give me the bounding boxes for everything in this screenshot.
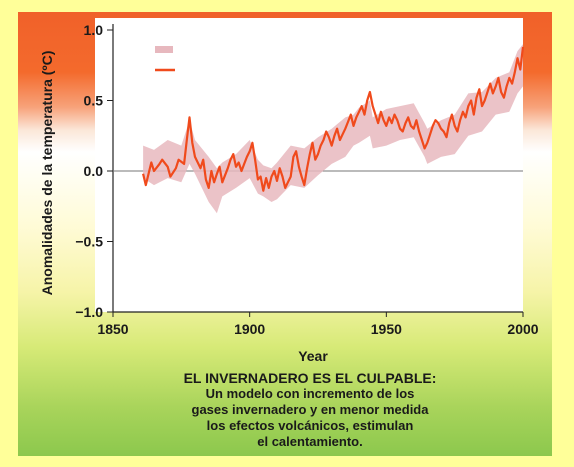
caption-line-2: gases invernadero y en menor medida — [191, 402, 429, 417]
observed-temperature-line — [142, 46, 525, 192]
caption-line-1: Un modelo con incremento de los — [205, 386, 415, 401]
y-axis-label: Anomalidades de la temperatura (ºC) — [39, 50, 55, 296]
figure-caption: EL INVERNADERO ES EL CULPABLE: Un modelo… — [120, 370, 500, 450]
y-tick-label: 0.5 — [84, 93, 104, 109]
x-tick-label: 1850 — [97, 321, 128, 337]
caption-headline: EL INVERNADERO ES EL CULPABLE: — [183, 370, 437, 386]
caption-line-4: el calentamiento. — [257, 434, 363, 449]
y-tick-label: −0.5 — [75, 234, 103, 250]
x-tick-label: 2000 — [507, 321, 538, 337]
x-tick-label: 1950 — [371, 321, 402, 337]
y-tick-label: 1.0 — [84, 22, 104, 38]
x-tick-label: 1900 — [234, 321, 265, 337]
y-tick-label: −1.0 — [75, 304, 103, 320]
caption-line-3: los efectos volcánicos, estimulan — [206, 418, 414, 433]
y-tick-label: 0.0 — [84, 163, 104, 179]
legend-key-band — [155, 46, 173, 53]
x-axis-label: Year — [298, 348, 328, 364]
model-range-band — [143, 44, 523, 214]
